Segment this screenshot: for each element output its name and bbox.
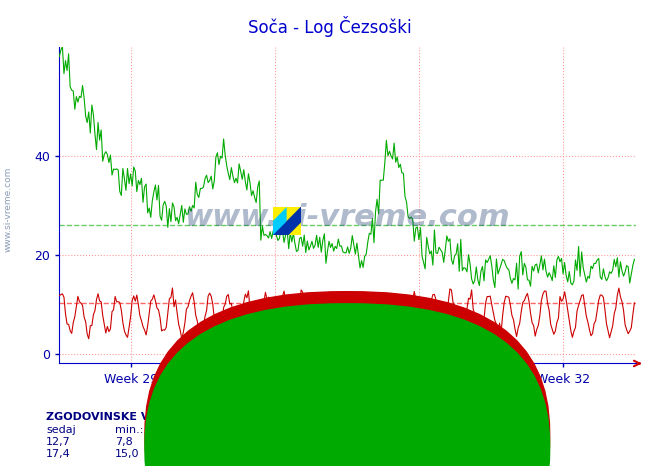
Text: 17,4: 17,4 — [46, 449, 71, 459]
Text: min.:: min.: — [115, 425, 144, 435]
Text: ZGODOVINSKE VREDNOSTI (črtkana črta):: ZGODOVINSKE VREDNOSTI (črtkana črta): — [46, 411, 308, 422]
Text: 15,0: 15,0 — [115, 449, 140, 459]
Polygon shape — [287, 207, 301, 221]
Polygon shape — [273, 207, 287, 221]
Text: Slovenija / reke in morje.: Slovenija / reke in morje. — [260, 373, 399, 383]
Text: povpr.:: povpr.: — [181, 425, 219, 435]
Text: zadnji mesec / 2 uri.: zadnji mesec / 2 uri. — [273, 383, 386, 393]
Polygon shape — [287, 207, 301, 221]
Polygon shape — [273, 221, 287, 235]
Text: 7,8: 7,8 — [115, 437, 133, 447]
Polygon shape — [273, 221, 287, 235]
Text: 59,2: 59,2 — [254, 449, 279, 459]
Polygon shape — [287, 221, 301, 235]
Text: 10,3: 10,3 — [181, 437, 206, 447]
Text: 15,3: 15,3 — [254, 437, 278, 447]
Polygon shape — [287, 221, 301, 235]
Text: temperatura[C]: temperatura[C] — [357, 437, 444, 447]
Text: sedaj: sedaj — [46, 425, 76, 435]
Text: maks.:: maks.: — [254, 425, 291, 435]
Text: pretok[m3/s]: pretok[m3/s] — [357, 449, 429, 459]
Text: 25,9: 25,9 — [181, 449, 206, 459]
Text: www.si-vreme.com: www.si-vreme.com — [185, 203, 511, 232]
Polygon shape — [273, 207, 287, 221]
Text: Soča - Log Čezsoški: Soča - Log Čezsoški — [343, 425, 465, 437]
Text: Soča - Log Čezsoški: Soča - Log Čezsoški — [248, 16, 411, 37]
Text: 12,7: 12,7 — [46, 437, 71, 447]
Text: Meritve: povprečne  Enote: metrične  Črta: 95% meritev: Meritve: povprečne Enote: metrične Črta:… — [173, 393, 486, 405]
Text: www.si-vreme.com: www.si-vreme.com — [3, 167, 13, 253]
